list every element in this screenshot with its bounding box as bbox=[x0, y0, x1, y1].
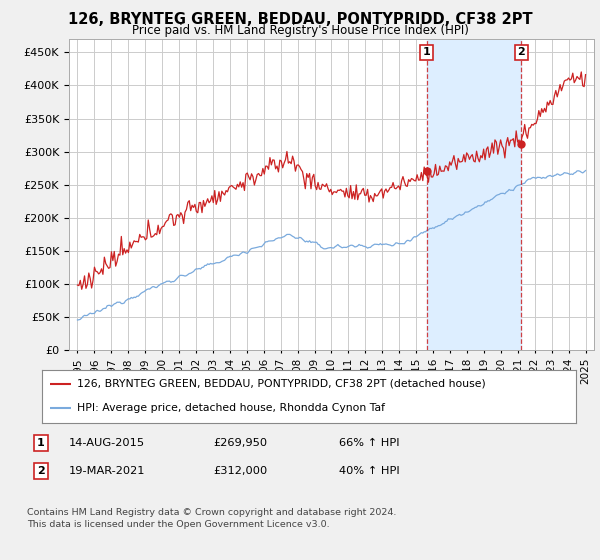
Text: 14-AUG-2015: 14-AUG-2015 bbox=[69, 438, 145, 448]
Text: HPI: Average price, detached house, Rhondda Cynon Taf: HPI: Average price, detached house, Rhon… bbox=[77, 403, 385, 413]
Text: 1: 1 bbox=[423, 48, 431, 58]
Text: £269,950: £269,950 bbox=[213, 438, 267, 448]
Text: 1: 1 bbox=[37, 438, 44, 448]
Text: 126, BRYNTEG GREEN, BEDDAU, PONTYPRIDD, CF38 2PT: 126, BRYNTEG GREEN, BEDDAU, PONTYPRIDD, … bbox=[68, 12, 532, 27]
Text: 2: 2 bbox=[37, 466, 44, 476]
Text: £312,000: £312,000 bbox=[213, 466, 267, 476]
Text: 40% ↑ HPI: 40% ↑ HPI bbox=[339, 466, 400, 476]
Bar bbox=[427, 39, 521, 350]
Text: 66% ↑ HPI: 66% ↑ HPI bbox=[339, 438, 400, 448]
Text: 19-MAR-2021: 19-MAR-2021 bbox=[69, 466, 146, 476]
Text: 126, BRYNTEG GREEN, BEDDAU, PONTYPRIDD, CF38 2PT (detached house): 126, BRYNTEG GREEN, BEDDAU, PONTYPRIDD, … bbox=[77, 379, 485, 389]
Text: Price paid vs. HM Land Registry's House Price Index (HPI): Price paid vs. HM Land Registry's House … bbox=[131, 24, 469, 37]
Text: 2: 2 bbox=[517, 48, 525, 58]
Text: Contains HM Land Registry data © Crown copyright and database right 2024.
This d: Contains HM Land Registry data © Crown c… bbox=[27, 508, 397, 529]
